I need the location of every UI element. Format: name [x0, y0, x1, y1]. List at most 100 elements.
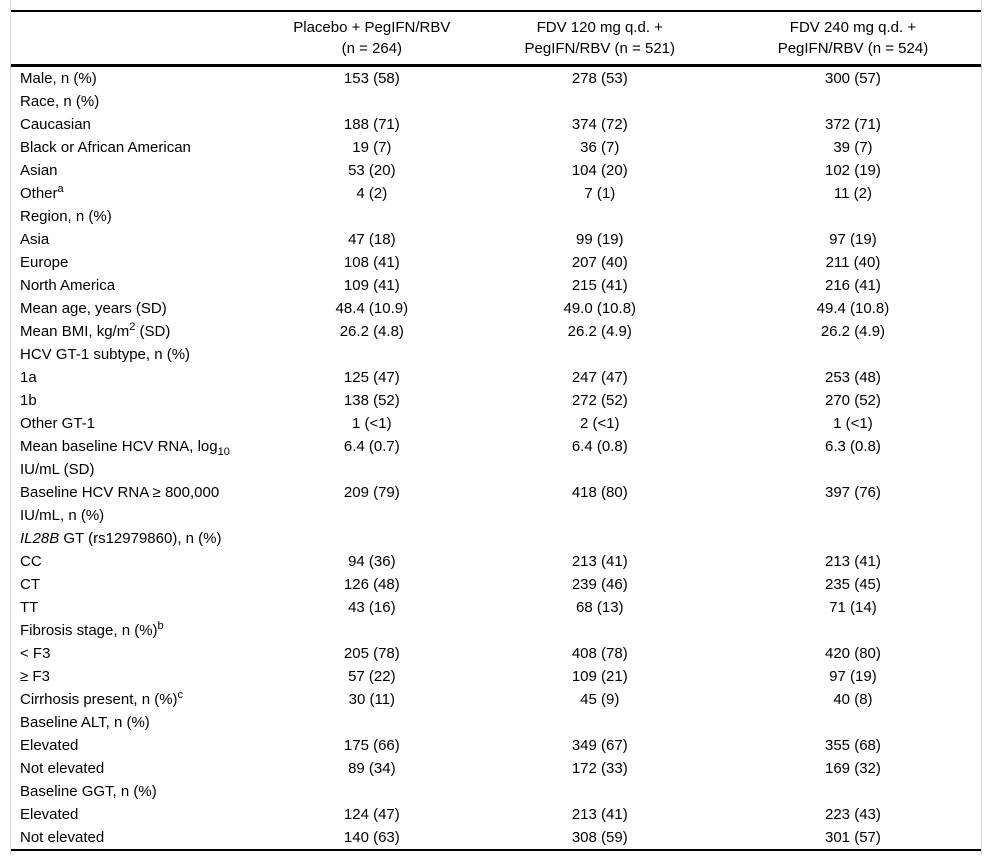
row-label-segment: CC	[20, 553, 42, 570]
table-row: Baseline GGT, n (%)	[11, 780, 981, 803]
table-row: North America 109 (41) 215 (41) 216 (41)	[11, 274, 981, 297]
cell-value: 104 (20)	[571, 162, 628, 179]
cell-value: 102 (19)	[825, 162, 881, 179]
table-container: Placebo + PegIFN/RBV (n = 264) FDV 120 m…	[10, 0, 982, 855]
row-label-segment: Cirrhosis present, n (%)	[20, 691, 178, 708]
cell-value: 26.2 (4.9)	[567, 323, 632, 340]
row-label-segment: TT	[20, 599, 39, 616]
cell-value: 301 (57)	[825, 829, 881, 846]
row-label-segment: Not elevated	[20, 829, 105, 846]
row-label: Black or African American	[11, 136, 269, 159]
cell-value: 89 (34)	[348, 760, 396, 777]
table-row: CC 94 (36) 213 (41) 213 (41)	[11, 550, 981, 573]
row-label: Not elevated	[11, 757, 269, 780]
cell-value: 6.3 (0.8)	[825, 438, 881, 455]
cell-value: 213 (41)	[571, 553, 628, 570]
row-label-segment: Elevated	[20, 806, 79, 823]
cell-value: 138 (52)	[343, 392, 400, 409]
cell-value	[269, 343, 475, 366]
table-row: Othera 4 (2) 7 (1) 11 (2)	[11, 182, 981, 205]
cell-value: 349 (67)	[571, 737, 628, 754]
column-header-fdv240: FDV 240 mg q.d. + PegIFN/RBV (n = 524)	[724, 11, 981, 67]
row-label-segment: Other	[20, 185, 58, 202]
cell-value: 169 (32)	[825, 760, 881, 777]
row-label: TT	[11, 596, 269, 619]
row-label: Elevated	[11, 734, 269, 757]
row-label: Race, n (%)	[11, 90, 269, 113]
row-label-segment: 10	[217, 446, 230, 458]
column-header-line: PegIFN/RBV (n = 521)	[524, 40, 675, 57]
cell-value: 4 (2)	[356, 185, 388, 202]
cell-value: 270 (52)	[825, 392, 881, 409]
cell-value: 211 (40)	[825, 254, 881, 271]
cell-value: 26.2 (4.9)	[820, 323, 886, 340]
row-label: Asian	[11, 159, 269, 182]
table-header: Placebo + PegIFN/RBV (n = 264) FDV 120 m…	[11, 11, 981, 67]
column-header-line: (n = 264)	[341, 40, 403, 57]
row-label-segment: Mean BMI, kg/m	[20, 323, 130, 340]
row-label-segment: IL28B	[20, 530, 60, 547]
table-row: HCV GT-1 subtype, n (%)	[11, 343, 981, 366]
table-row: CT 126 (48) 239 (46) 235 (45)	[11, 573, 981, 596]
row-label-segment: Other GT-1	[20, 415, 96, 432]
cell-value: 99 (19)	[576, 231, 624, 248]
table-row: Black or African American 19 (7) 36 (7) 39 …	[11, 136, 981, 159]
table-row: Fibrosis stage, n (%)b	[11, 619, 981, 642]
table-row: Asian 53 (20) 104 (20) 102 (19)	[11, 159, 981, 182]
cell-value	[725, 343, 981, 366]
row-label-segment: Fibrosis stage, n (%)	[20, 622, 158, 639]
cell-value: 68 (13)	[576, 599, 624, 616]
row-label-segment: Baseline ALT, n (%)	[20, 714, 150, 731]
cell-value: 109 (21)	[571, 668, 628, 685]
cell-value: 172 (33)	[571, 760, 628, 777]
cell-value: 1 (<1)	[352, 415, 392, 432]
column-header-placebo: Placebo + PegIFN/RBV (n = 264)	[269, 11, 475, 67]
cell-value: 125 (47)	[343, 369, 400, 386]
row-label-segment: c	[177, 689, 184, 701]
header-row: Placebo + PegIFN/RBV (n = 264) FDV 120 m…	[11, 11, 981, 67]
row-label-segment: 1b	[20, 392, 37, 409]
table-row: Baseline HCV RNA ≥ 800,000 IU/mL, n (%) 20…	[11, 481, 981, 527]
cell-value: 420 (80)	[825, 645, 881, 662]
cell-value: 247 (47)	[571, 369, 628, 386]
cell-value: 47 (18)	[348, 231, 396, 248]
row-label-segment: Elevated	[20, 737, 79, 754]
table-row: Europe 108 (41) 207 (40) 211 (40)	[11, 251, 981, 274]
cell-value: 278 (53)	[571, 70, 628, 87]
cell-value: 53 (20)	[348, 162, 396, 179]
row-label: IL28B GT (rs12979860), n (%)	[11, 527, 269, 550]
cell-value	[725, 711, 981, 734]
column-header-line: FDV 120 mg q.d. +	[536, 19, 663, 36]
table-row: 1a 125 (47) 247 (47) 253 (48)	[11, 366, 981, 389]
row-label-segment: Black or African American	[20, 139, 191, 156]
cell-value: 26.2 (4.8)	[339, 323, 404, 340]
cell-value	[269, 90, 475, 113]
row-label-segment: Mean age, years (SD)	[20, 300, 167, 317]
cell-value	[269, 619, 475, 642]
cell-value	[269, 711, 475, 734]
row-label-segment: Baseline HCV RNA ≥ 800,000	[20, 484, 220, 501]
row-label: 1b	[11, 389, 269, 412]
row-label-segment: North America	[20, 277, 116, 294]
cell-value	[475, 527, 725, 550]
cell-value	[269, 527, 475, 550]
row-label-segment: Region, n (%)	[20, 208, 112, 225]
column-header-fdv120: FDV 120 mg q.d. + PegIFN/RBV (n = 521)	[474, 11, 725, 67]
row-label: < F3	[11, 642, 269, 665]
cell-value	[269, 780, 475, 803]
row-label: Elevated	[11, 803, 269, 826]
row-label-segment: Asian	[20, 162, 58, 179]
row-label-segment: 1a	[20, 369, 37, 386]
cell-value: 300 (57)	[825, 70, 881, 87]
row-label: Cirrhosis present, n (%)c	[11, 688, 269, 711]
row-label: North America	[11, 274, 269, 297]
row-label: Baseline HCV RNA ≥ 800,000 IU/mL, n (%)	[11, 481, 269, 527]
cell-value: 45 (9)	[580, 691, 620, 708]
cell-value	[475, 780, 725, 803]
cell-value: 19 (7)	[352, 139, 392, 156]
row-label-segment: Asia	[20, 231, 50, 248]
row-label-segment: Not elevated	[20, 760, 105, 777]
row-label: Baseline GGT, n (%)	[11, 780, 269, 803]
row-label: Other GT-1	[11, 412, 269, 435]
table-row: Mean baseline HCV RNA, log10 IU/mL (SD) 6.…	[11, 435, 981, 481]
